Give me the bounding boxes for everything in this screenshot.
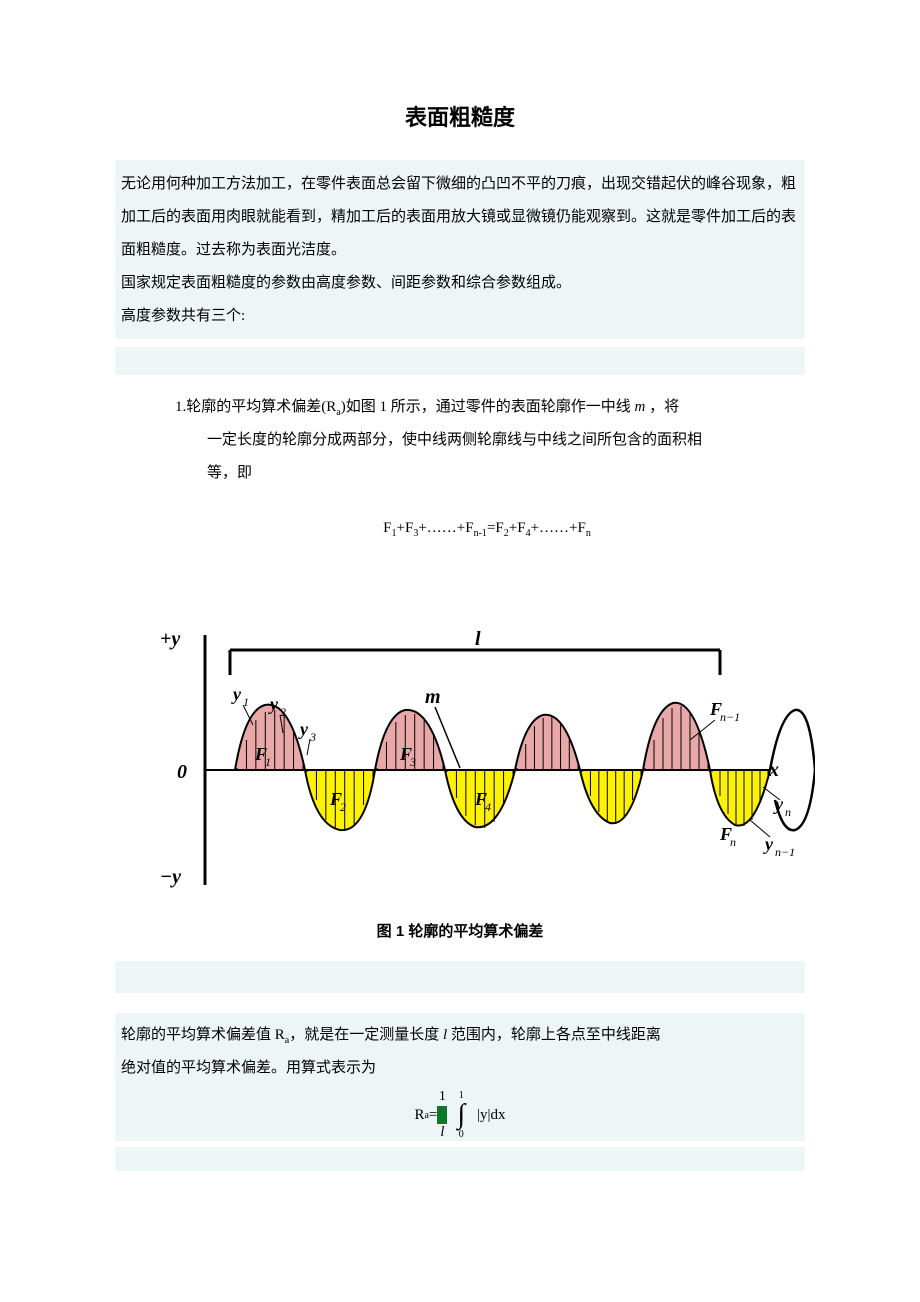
svg-text:0: 0	[177, 761, 187, 783]
intro-block: 无论用何种加工方法加工，在零件表面总会留下微细的凸凹不平的刀痕，出现交错起伏的峰…	[115, 160, 805, 339]
roughness-svg: +y−y0xlmy1y2y3F1F2F3F4Fn−1Fnynyn−1	[115, 615, 815, 895]
int-frac-top: 1	[439, 1089, 446, 1105]
svg-text:y: y	[231, 684, 242, 704]
svg-text:y: y	[773, 794, 784, 814]
int-lower: 0	[459, 1129, 464, 1140]
ra-def-l1b: )如图 1 所示，通过零件的表面轮廓作一中线	[341, 399, 635, 415]
svg-text:1: 1	[265, 755, 271, 769]
page-title: 表面粗糙度	[115, 100, 805, 132]
int-R: R	[414, 1107, 424, 1124]
ra-def-num: 1.	[175, 399, 186, 415]
ra-def-line3: 等，即	[175, 457, 799, 490]
green-block-icon	[437, 1106, 447, 1124]
svg-text:l: l	[475, 628, 481, 650]
int-frac: 1 l	[437, 1089, 447, 1141]
svg-text:m: m	[425, 686, 441, 708]
p2-l1a: 轮廓的平均算术偏差值 R	[121, 1027, 285, 1043]
intro-p3: 高度参数共有三个:	[121, 300, 799, 333]
f-n1: n-1	[474, 528, 487, 539]
figure-caption: 图 1 轮廓的平均算术偏差	[115, 920, 805, 941]
spacer-band-3	[115, 1147, 805, 1171]
f-F4: +F	[509, 520, 526, 536]
integral-sign: 1 ∫ 0	[457, 1090, 465, 1140]
svg-text:n: n	[785, 805, 791, 819]
p2-l1c: 范围内，轮廓上各点至中线距离	[447, 1027, 661, 1043]
ra-def-l1m: m	[634, 399, 645, 415]
ra-definition-block: 1.轮廓的平均算术偏差(Ra)如图 1 所示，通过零件的表面轮廓作一中线 m ，…	[115, 383, 805, 575]
svg-text:y: y	[298, 719, 309, 739]
svg-text:2: 2	[340, 800, 346, 814]
svg-text:y: y	[268, 694, 279, 714]
svg-text:+y: +y	[160, 628, 180, 650]
ra-def-line1: 1.轮廓的平均算术偏差(Ra)如图 1 所示，通过零件的表面轮廓作一中线 m ，…	[175, 391, 799, 424]
f-Fn: +……+F	[531, 520, 586, 536]
intro-p2: 国家规定表面粗糙度的参数由高度参数、间距参数和综合参数组成。	[121, 267, 799, 300]
spacer-band-2	[115, 961, 805, 993]
p2-l1b: ，就是在一定测量长度	[289, 1027, 443, 1043]
svg-text:n−1: n−1	[775, 845, 795, 859]
svg-text:y: y	[763, 834, 774, 854]
ra-def-line2: 一定长度的轮廓分成两部分，使中线两侧轮廓线与中线之间所包含的面积相	[175, 424, 799, 457]
svg-text:−y: −y	[160, 866, 181, 888]
intro-p1: 无论用何种加工方法加工，在零件表面总会留下微细的凸凹不平的刀痕，出现交错起伏的峰…	[121, 168, 799, 267]
svg-text:n: n	[730, 835, 736, 849]
int-eq: =	[429, 1107, 437, 1124]
svg-text:4: 4	[485, 800, 491, 814]
ra-formula-intro: 轮廓的平均算术偏差值 Ra，就是在一定测量长度 l 范围内，轮廓上各点至中线距离…	[115, 1013, 805, 1141]
svg-text:2: 2	[280, 705, 286, 719]
f-F1: F	[383, 520, 391, 536]
f-n: n	[586, 528, 591, 539]
f-F3: +F	[397, 520, 414, 536]
area-formula: F1+F3+……+Fn-1=F2+F4+……+Fn	[175, 520, 799, 539]
integral-icon: ∫	[457, 1101, 465, 1129]
svg-text:3: 3	[409, 755, 416, 769]
svg-text:n−1: n−1	[720, 710, 740, 724]
f-F2: =F	[487, 520, 504, 536]
integral-formula: Ra= 1 l 1 ∫ 0 |y|dx	[121, 1089, 799, 1141]
svg-text:x: x	[768, 759, 779, 781]
int-body: |y|dx	[477, 1107, 506, 1124]
svg-text:3: 3	[309, 730, 316, 744]
f-Fn1: +……+F	[418, 520, 473, 536]
roughness-diagram: +y−y0xlmy1y2y3F1F2F3F4Fn−1Fnynyn−1	[115, 615, 805, 900]
para2-line1: 轮廓的平均算术偏差值 Ra，就是在一定测量长度 l 范围内，轮廓上各点至中线距离	[121, 1019, 799, 1052]
int-frac-bot: l	[440, 1124, 444, 1141]
para2-line2: 绝对值的平均算术偏差。用算式表示为	[121, 1052, 799, 1085]
spacer-band-1	[115, 347, 805, 375]
ra-def-l1a: 轮廓的平均算术偏差(R	[186, 399, 336, 415]
ra-def-l1c: ，将	[645, 399, 679, 415]
